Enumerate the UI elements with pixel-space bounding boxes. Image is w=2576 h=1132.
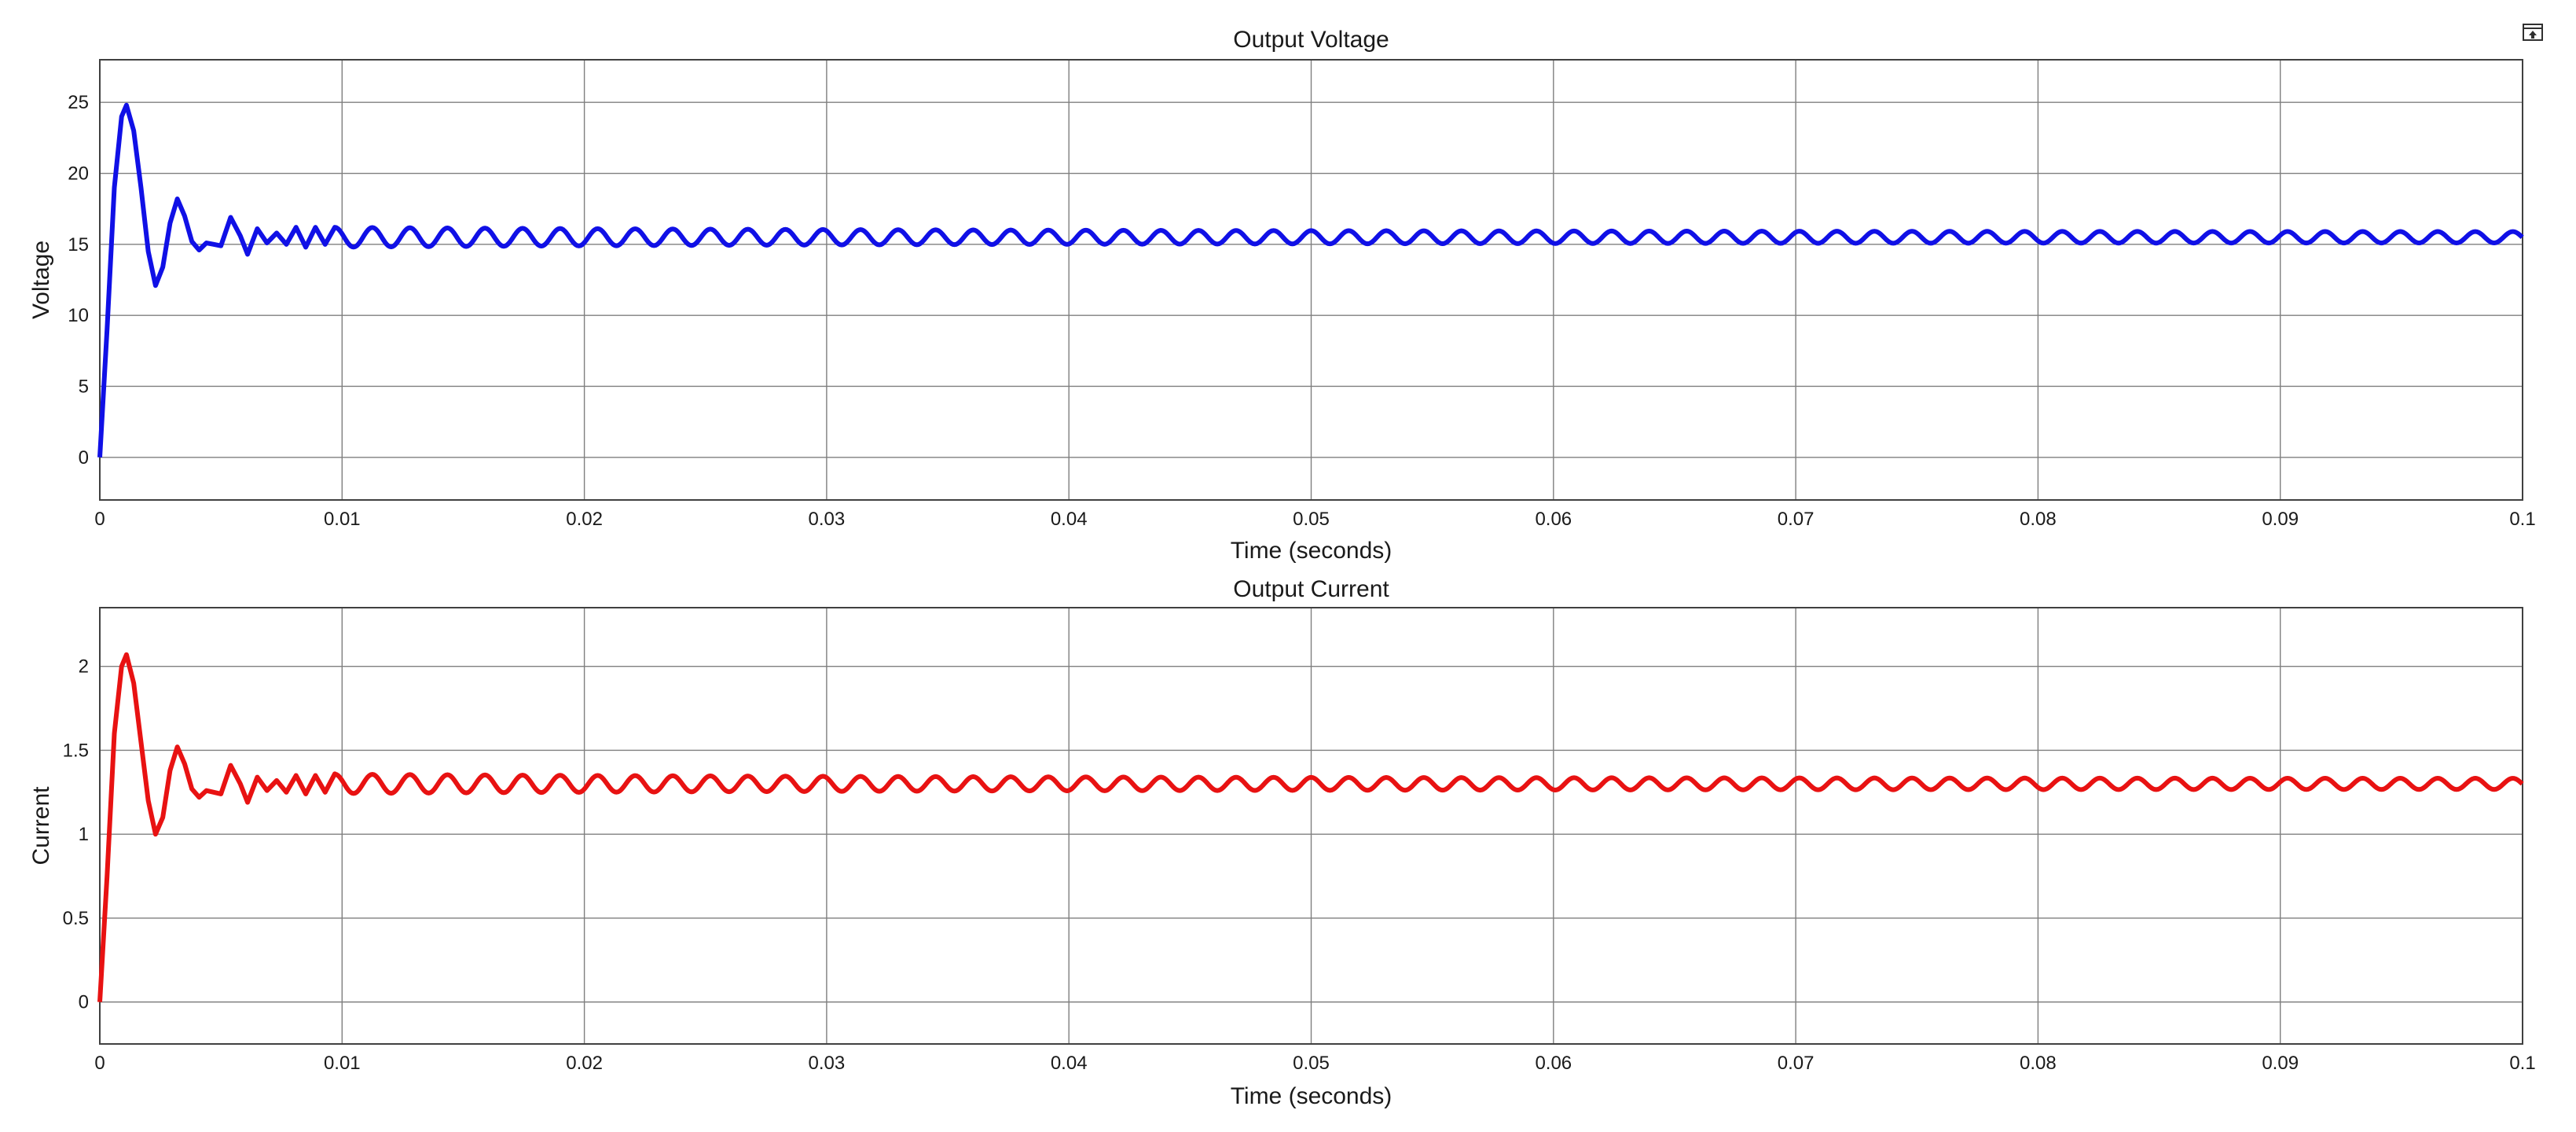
voltage-xtick-label: 0.07 — [1778, 509, 1815, 530]
voltage-axes-frame — [99, 59, 2523, 501]
current-xtick-label: 0.07 — [1778, 1053, 1815, 1074]
voltage-xtick-label: 0.05 — [1293, 509, 1330, 530]
current-series-line — [97, 652, 2524, 1002]
current-xtick-label: 0.1 — [2509, 1053, 2535, 1074]
current-ytick-label: 1.5 — [63, 740, 89, 761]
current-xtick-label: 0.03 — [809, 1053, 846, 1074]
voltage-xtick-label: 0.03 — [809, 509, 846, 530]
voltage-xtick-label: 0 — [94, 509, 105, 530]
current-xtick-label: 0.02 — [566, 1053, 603, 1074]
voltage-x-axis-label: Time (seconds) — [1231, 538, 1393, 564]
current-ytick-label: 0 — [79, 992, 89, 1013]
voltage-xtick-label: 0.09 — [2262, 509, 2299, 530]
voltage-xtick-label: 0.1 — [2509, 509, 2535, 530]
voltage-ytick-label: 5 — [79, 376, 89, 397]
current-xtick-label: 0.04 — [1051, 1053, 1088, 1074]
restore-layout-icon — [2523, 24, 2543, 41]
current-y-axis-label: Current — [28, 786, 54, 866]
voltage-xtick-label: 0.08 — [2020, 509, 2057, 530]
voltage-ytick-label: 0 — [79, 447, 89, 469]
current-ytick-label: 2 — [79, 656, 89, 678]
current-xtick-label: 0.08 — [2020, 1053, 2057, 1074]
voltage-ytick-label: 20 — [68, 164, 89, 185]
voltage-ytick-label: 10 — [68, 305, 89, 326]
current-ytick-label: 1 — [79, 824, 89, 845]
voltage-series-line — [97, 102, 2524, 458]
current-axes-frame — [99, 607, 2523, 1045]
voltage-ytick-label: 15 — [68, 234, 89, 255]
current-xtick-label: 0.06 — [1535, 1053, 1572, 1074]
restore-layout-button[interactable] — [2523, 24, 2543, 41]
current-xtick-label: 0.09 — [2262, 1053, 2299, 1074]
voltage-ytick-label: 25 — [68, 92, 89, 113]
current-plot-panel: 0 0.01 0.02 0.03 0.04 0.05 0.06 0.07 0.08 0.09 0.1… — [28, 576, 2536, 1109]
voltage-xtick-label: 0.02 — [566, 509, 603, 530]
current-x-axis-label: Time (seconds) — [1231, 1083, 1393, 1109]
voltage-chart-title: Output Voltage — [1233, 27, 1389, 53]
current-ytick-label: 0.5 — [63, 908, 89, 929]
current-chart-title: Output Current — [1233, 576, 1389, 602]
current-xtick-label: 0.01 — [324, 1053, 361, 1074]
voltage-xtick-label: 0.04 — [1051, 509, 1088, 530]
current-xtick-label: 0.05 — [1293, 1053, 1330, 1074]
current-xtick-label: 0 — [94, 1053, 105, 1074]
voltage-plot-panel: 0 0.01 0.02 0.03 0.04 0.05 0.06 0.07 0.08 0.09 0.1… — [28, 27, 2536, 564]
voltage-y-axis-label: Voltage — [28, 241, 54, 319]
voltage-xtick-label: 0.01 — [324, 509, 361, 530]
voltage-xtick-label: 0.06 — [1535, 509, 1572, 530]
